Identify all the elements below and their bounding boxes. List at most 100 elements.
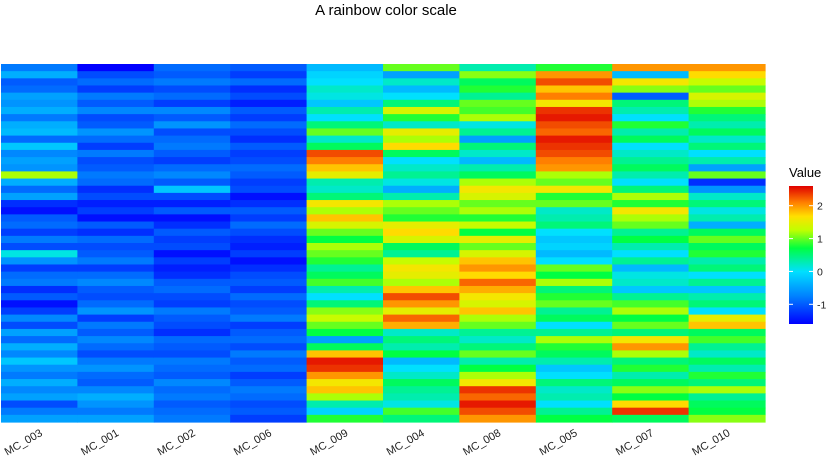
heatmap-cell bbox=[306, 235, 384, 244]
heatmap-cell bbox=[383, 414, 460, 423]
heatmap-cell bbox=[535, 300, 613, 309]
heatmap-cell bbox=[1, 393, 78, 402]
heatmap-cell bbox=[77, 379, 155, 387]
heatmap-cell bbox=[459, 200, 537, 208]
heatmap-cell bbox=[77, 393, 155, 402]
heatmap-cell bbox=[306, 328, 384, 337]
heatmap-cell bbox=[1, 321, 78, 330]
heatmap-cell bbox=[535, 371, 613, 380]
heatmap-cell bbox=[153, 235, 231, 244]
heatmap-cell bbox=[688, 357, 766, 366]
heatmap-cell bbox=[535, 264, 613, 273]
heatmap-cell bbox=[306, 285, 384, 294]
heatmap-cell bbox=[1, 78, 78, 87]
heatmap-cell bbox=[306, 114, 384, 122]
heatmap-cell bbox=[612, 371, 690, 380]
heatmap-cell bbox=[153, 164, 231, 172]
heatmap-cell bbox=[1, 128, 78, 137]
heatmap-cell bbox=[459, 285, 537, 294]
heatmap-cell bbox=[1, 85, 78, 94]
heatmap-cell bbox=[306, 300, 384, 309]
heatmap-cell bbox=[77, 414, 155, 423]
heatmap-cell bbox=[230, 264, 308, 273]
heatmap-cell bbox=[1, 350, 78, 359]
heatmap-cell bbox=[306, 228, 384, 237]
heatmap-cell bbox=[230, 85, 308, 94]
heatmap-cell bbox=[459, 328, 537, 337]
heatmap-cell bbox=[230, 121, 308, 130]
heatmap-cell bbox=[612, 128, 690, 137]
heatmap-cell bbox=[77, 192, 155, 201]
heatmap-cell bbox=[306, 221, 384, 230]
heatmap-cell bbox=[612, 336, 690, 344]
heatmap-cell bbox=[383, 257, 460, 266]
heatmap-cell bbox=[383, 250, 460, 258]
heatmap-cell bbox=[230, 285, 308, 294]
heatmap-cell bbox=[153, 92, 231, 101]
x-tick-label: MC_008 bbox=[461, 427, 503, 458]
heatmap-cell bbox=[153, 379, 231, 387]
heatmap-cell bbox=[459, 128, 537, 137]
heatmap-cell bbox=[153, 400, 231, 409]
heatmap-cell bbox=[306, 157, 384, 165]
heatmap-cell bbox=[230, 336, 308, 344]
heatmap-cell bbox=[1, 64, 78, 72]
heatmap-cell bbox=[612, 307, 690, 316]
heatmap-cell bbox=[230, 343, 308, 351]
heatmap-cell bbox=[535, 250, 613, 258]
heatmap-cell bbox=[230, 250, 308, 258]
heatmap-cell bbox=[459, 85, 537, 94]
heatmap-cell bbox=[459, 300, 537, 309]
heatmap-cell bbox=[459, 371, 537, 380]
heatmap-cell bbox=[77, 78, 155, 87]
legend-colorbar bbox=[789, 186, 813, 324]
heatmap-cell bbox=[535, 278, 613, 287]
x-tick-label: MC_009 bbox=[308, 427, 350, 458]
heatmap-cell bbox=[230, 78, 308, 87]
legend-tick-label: 2 bbox=[817, 201, 823, 213]
heatmap-cell bbox=[612, 271, 690, 280]
heatmap-cell bbox=[535, 214, 613, 223]
heatmap-cell bbox=[383, 364, 460, 373]
heatmap-cell bbox=[535, 307, 613, 316]
heatmap-cell bbox=[383, 114, 460, 122]
heatmap-cell bbox=[306, 142, 384, 151]
heatmap-cell bbox=[230, 314, 308, 323]
heatmap-cell bbox=[1, 293, 78, 301]
heatmap-cell bbox=[153, 114, 231, 122]
heatmap-cell bbox=[153, 250, 231, 258]
heatmap-cell bbox=[153, 278, 231, 287]
heatmap-cell bbox=[306, 164, 384, 172]
heatmap-cell bbox=[612, 400, 690, 409]
heatmap-cell bbox=[383, 293, 460, 301]
heatmap-cell bbox=[459, 243, 537, 251]
heatmap-cell bbox=[306, 64, 384, 72]
heatmap-cell bbox=[535, 135, 613, 144]
heatmap-cell bbox=[306, 207, 384, 215]
heatmap-cell bbox=[77, 285, 155, 294]
heatmap-cell bbox=[535, 379, 613, 387]
heatmap-cell bbox=[383, 178, 460, 187]
heatmap-cell bbox=[612, 300, 690, 309]
heatmap-cell bbox=[383, 64, 460, 72]
heatmap-cell bbox=[153, 214, 231, 223]
heatmap-cell bbox=[230, 350, 308, 359]
heatmap-cell bbox=[459, 149, 537, 158]
heatmap-cell bbox=[1, 114, 78, 122]
heatmap-cell bbox=[688, 135, 766, 144]
heatmap-cell bbox=[688, 400, 766, 409]
heatmap-cell bbox=[612, 285, 690, 294]
heatmap-cell bbox=[535, 393, 613, 402]
heatmap-cell bbox=[535, 106, 613, 115]
heatmap-cell bbox=[153, 228, 231, 237]
heatmap-cell bbox=[77, 128, 155, 137]
heatmap-cell bbox=[306, 307, 384, 316]
heatmap-cell bbox=[535, 64, 613, 72]
heatmap-cell bbox=[612, 149, 690, 158]
heatmap-cell bbox=[459, 142, 537, 151]
heatmap-cell bbox=[383, 221, 460, 230]
heatmap-cell bbox=[1, 264, 78, 273]
heatmap-cell bbox=[383, 371, 460, 380]
x-tick-label: MC_010 bbox=[690, 427, 732, 458]
heatmap-cell bbox=[688, 250, 766, 258]
